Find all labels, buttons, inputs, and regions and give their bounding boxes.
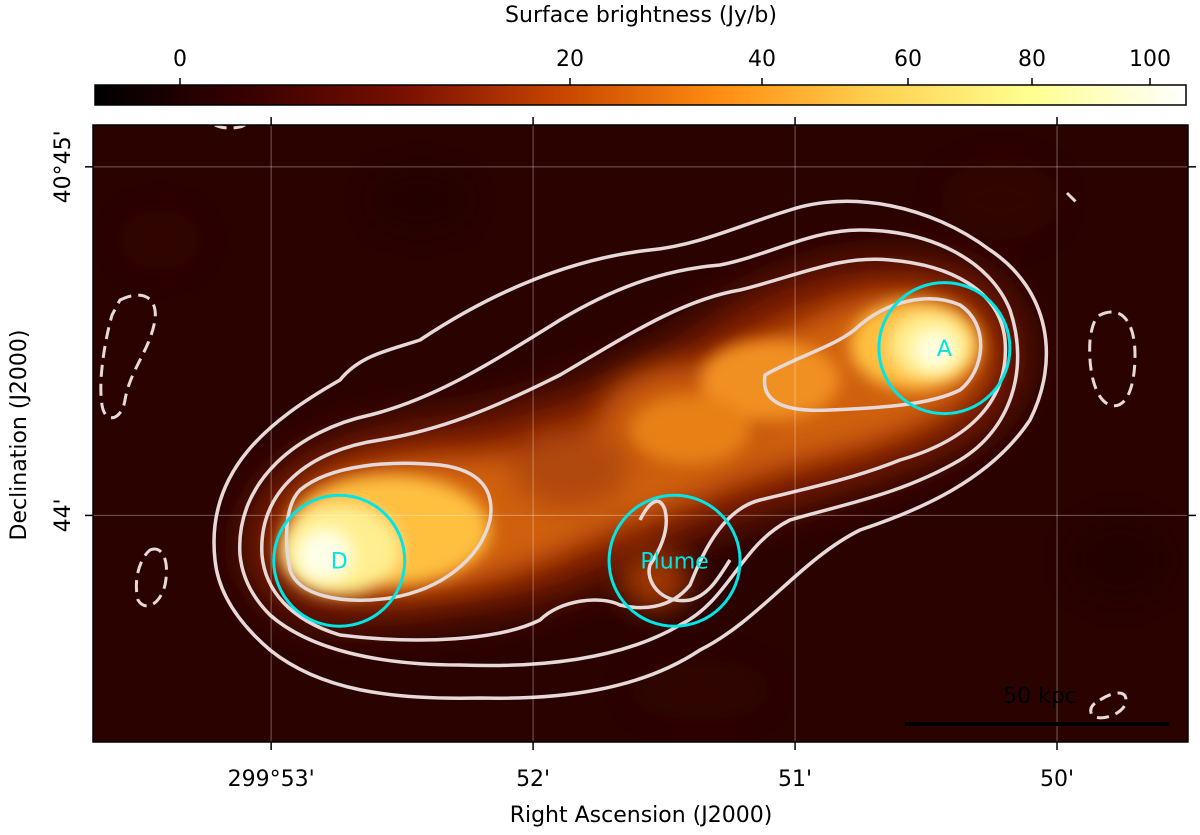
colorbar-tick-label: 0 [173, 47, 187, 72]
x-tick-label: 299°53' [228, 767, 315, 792]
neg-contour-left-low [134, 547, 168, 608]
colorbar: Surface brightness (Jy/b) 0 20 40 60 80 100 [94, 3, 1187, 106]
x-tick-label: 52' [516, 767, 550, 792]
map-frame [92, 124, 1189, 743]
region-circles: A D Plume [272, 281, 1012, 628]
region-circle-d [272, 493, 407, 628]
y-tick-label: 40°45' [51, 130, 76, 203]
contour-level-2 [238, 228, 1020, 668]
contour-level-4a [284, 461, 493, 602]
neg-contour-right [1088, 310, 1137, 408]
coordinate-grid [93, 125, 1188, 742]
colorbar-tick-label: 80 [1018, 47, 1046, 72]
colorbar-label: Surface brightness (Jy/b) [505, 3, 777, 28]
x-axis-label: Right Ascension (J2000) [510, 803, 773, 828]
y-tick-label: 44' [51, 498, 76, 532]
neg-contour-right-low [1089, 691, 1128, 720]
contour-lines [212, 199, 1049, 700]
region-label-a: A [937, 337, 952, 362]
colorbar-ticks: 0 20 40 60 80 100 [173, 47, 1171, 85]
colorbar-tick-label: 40 [748, 47, 776, 72]
region-circle-plume [607, 493, 742, 628]
surface-brightness-map: A D Plume 50 kpc [93, 125, 1188, 742]
scale-bar-label: 50 kpc [1003, 684, 1077, 709]
y-axis-label: Declination (J2000) [7, 330, 32, 541]
scale-bar: 50 kpc [905, 684, 1170, 726]
neg-contour-dot [1065, 191, 1079, 205]
region-label-plume: Plume [640, 550, 708, 575]
axis-ticks: 299°53' 52' 51' 50' 40°45' 44' [51, 117, 1196, 792]
x-tick-label: 51' [778, 767, 812, 792]
contour-level-3 [260, 257, 1008, 642]
contour-level-1 [212, 199, 1049, 700]
contour-level-4b [762, 297, 983, 413]
region-circle-a [877, 281, 1012, 416]
colorbar-tick-label: 20 [556, 47, 584, 72]
neg-contour-left [99, 293, 157, 419]
colorbar-tick-label: 100 [1129, 47, 1171, 72]
x-tick-label: 50' [1040, 767, 1074, 792]
contour-plume-ridge [638, 499, 732, 603]
colorbar-tick-label: 60 [894, 47, 922, 72]
colorbar-gradient [94, 84, 1187, 106]
region-label-d: D [331, 550, 348, 575]
